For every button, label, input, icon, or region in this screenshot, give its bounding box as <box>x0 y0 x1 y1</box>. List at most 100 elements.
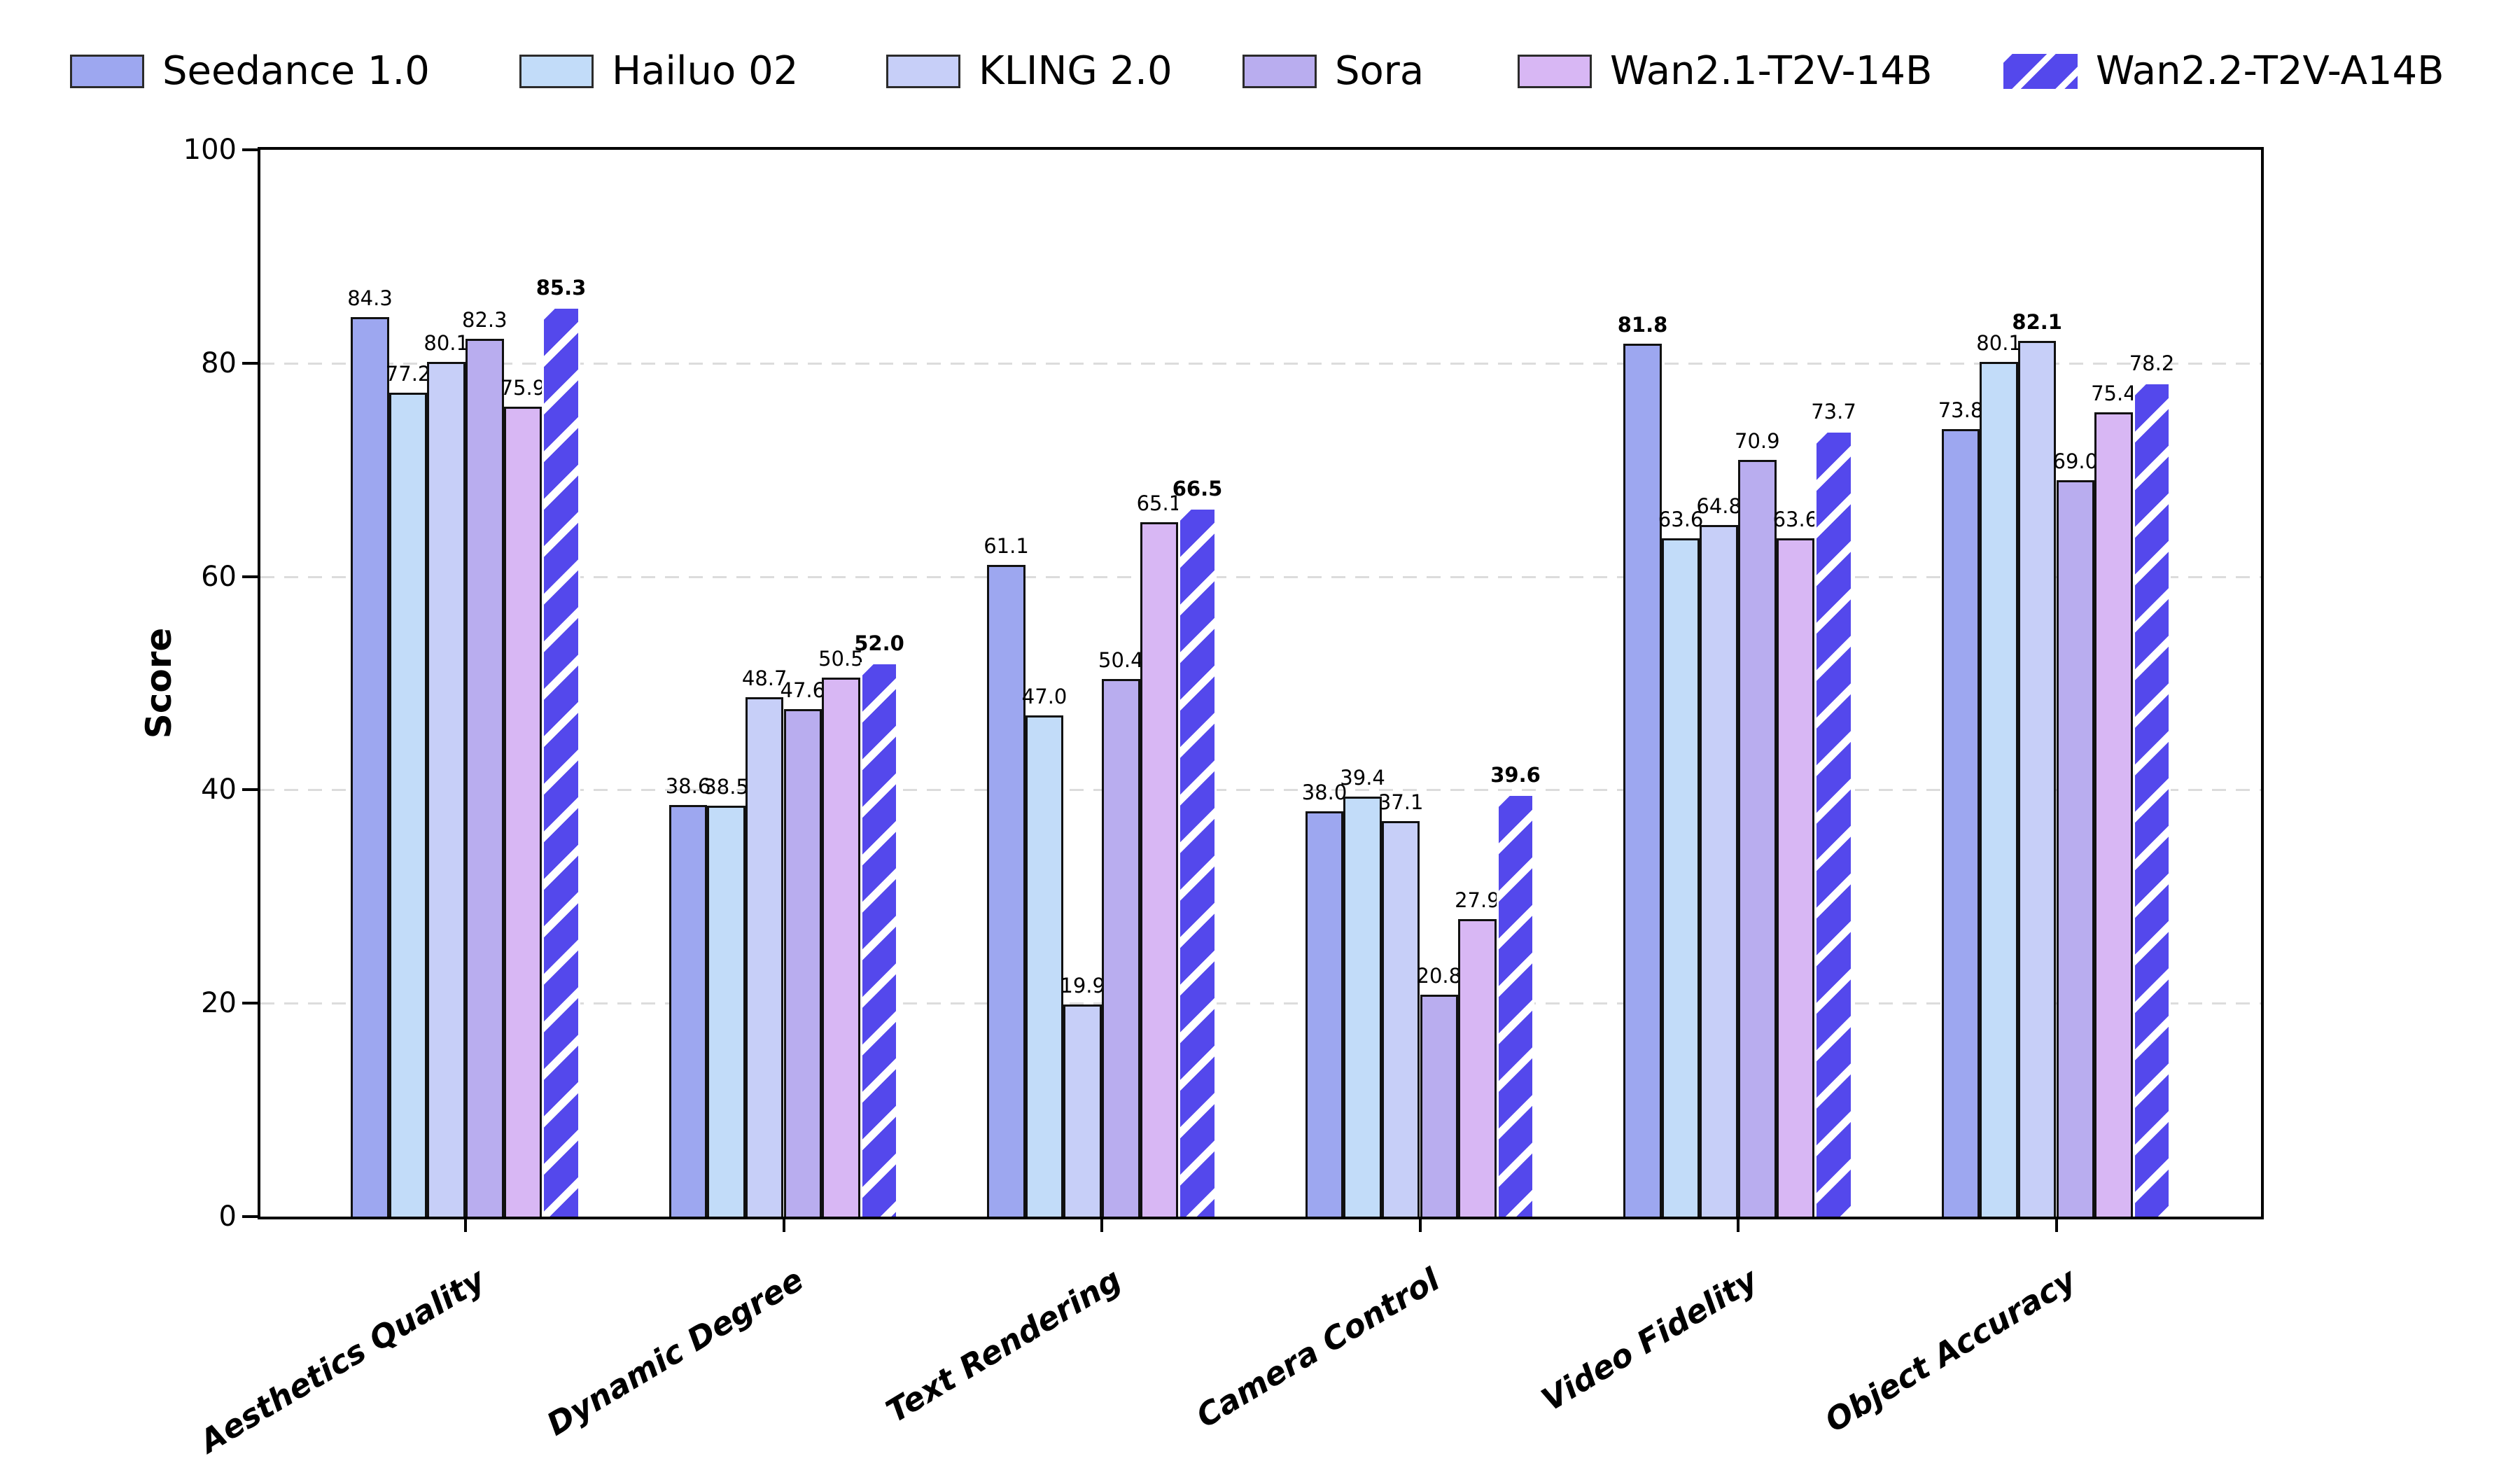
legend-swatch <box>1242 55 1317 88</box>
x-axis-category-label: Camera Control <box>1189 1261 1446 1436</box>
legend-label: KLING 2.0 <box>979 48 1172 94</box>
x-tick-mark <box>1418 1219 1422 1232</box>
bar-value-label: 63.6 <box>1772 507 1819 531</box>
bar-value-label: 37.1 <box>1378 790 1424 814</box>
y-tick-mark <box>242 575 258 578</box>
bar <box>2132 382 2171 1217</box>
legend-label: Seedance 1.0 <box>162 48 430 94</box>
bar-value-label: 61.1 <box>983 533 1029 558</box>
legend-label: Wan2.1-T2V-14B <box>1610 48 1933 94</box>
gridline <box>260 362 2261 365</box>
legend-swatch <box>70 55 144 88</box>
bar <box>1814 430 1853 1217</box>
y-tick-mark <box>242 148 258 151</box>
legend-label: Sora <box>1335 48 1424 94</box>
bar <box>1025 715 1064 1217</box>
bar <box>1420 995 1459 1217</box>
bar <box>427 362 465 1217</box>
y-tick-label: 80 <box>201 346 237 379</box>
bar-value-label: 39.4 <box>1340 765 1385 790</box>
bar-value-label: 39.6 <box>1490 763 1541 788</box>
bar <box>1661 538 1700 1217</box>
legend-swatch <box>886 55 960 88</box>
plot-area <box>258 147 2264 1219</box>
y-tick-mark <box>242 361 258 365</box>
bar-value-label: 81.8 <box>1617 313 1668 337</box>
gridline <box>260 575 2261 578</box>
bar <box>542 307 580 1217</box>
bar <box>745 696 784 1217</box>
bar <box>503 407 542 1217</box>
legend-label: Wan2.2-T2V-A14B <box>2096 48 2444 94</box>
bar-value-label: 47.0 <box>1021 684 1068 708</box>
bar-value-label: 65.1 <box>1136 491 1182 515</box>
y-tick-label: 40 <box>201 774 237 806</box>
bar-value-label: 64.8 <box>1696 494 1742 519</box>
legend-item: Sora <box>1242 49 1424 94</box>
bar-value-label: 73.8 <box>1938 398 1984 423</box>
bar <box>1063 1004 1102 1217</box>
bar-value-label: 69.0 <box>2052 449 2099 474</box>
x-axis-category-label: Dynamic Degree <box>540 1261 810 1443</box>
x-axis-category-label: Aesthetics Quality <box>193 1261 491 1460</box>
legend-item: Wan2.1-T2V-14B <box>1518 49 1932 94</box>
legend-item: Hailuo 02 <box>519 49 798 94</box>
bar <box>1980 362 2018 1217</box>
bar-value-label: 73.7 <box>1811 399 1856 424</box>
bar-value-label: 82.1 <box>2012 309 2062 334</box>
bar-value-label: 38.6 <box>665 774 711 798</box>
bar-value-label: 75.4 <box>2091 381 2136 405</box>
bar-value-label: 50.5 <box>818 647 864 671</box>
bar <box>1381 820 1420 1217</box>
y-tick-label: 100 <box>183 134 237 166</box>
bar-value-label: 19.9 <box>1060 973 1105 997</box>
bar <box>1496 794 1535 1217</box>
bar <box>1458 918 1497 1217</box>
bar <box>1102 678 1140 1217</box>
x-axis-category-label: Video Fidelity <box>1535 1261 1764 1419</box>
bar <box>783 708 822 1217</box>
bar <box>1178 507 1217 1217</box>
x-tick-mark <box>464 1219 467 1232</box>
bar-value-label: 47.6 <box>780 678 826 702</box>
legend-swatch <box>519 55 594 88</box>
gridline <box>260 1002 2261 1005</box>
gridline <box>260 789 2261 792</box>
bar-value-label: 52.0 <box>854 631 904 655</box>
bar-value-label: 85.3 <box>536 276 587 300</box>
bar-value-label: 27.9 <box>1455 888 1500 912</box>
y-tick-label: 20 <box>201 987 237 1020</box>
bar-value-label: 70.9 <box>1735 429 1780 454</box>
bar-value-label: 20.8 <box>1416 964 1462 988</box>
y-tick-mark <box>242 1002 258 1005</box>
y-tick-mark <box>242 1215 258 1218</box>
bar-value-label: 66.5 <box>1172 476 1223 500</box>
bar <box>1700 525 1738 1217</box>
legend-item: Wan2.2-T2V-A14B <box>2003 49 2444 94</box>
bar <box>1738 460 1777 1217</box>
bar-value-label: 77.2 <box>385 362 431 386</box>
bar <box>465 338 504 1217</box>
bar <box>668 804 708 1217</box>
bar <box>351 317 389 1217</box>
bar <box>388 393 428 1217</box>
legend-swatch <box>1518 55 1592 88</box>
bar <box>2017 340 2057 1217</box>
x-axis-category-label: Object Accuracy <box>1818 1261 2082 1440</box>
legend-item: KLING 2.0 <box>886 49 1172 94</box>
y-tick-label: 60 <box>201 560 237 593</box>
y-axis-title: Score <box>139 627 179 739</box>
y-tick-label: 0 <box>218 1200 237 1233</box>
bar <box>1305 811 1344 1217</box>
bar-value-label: 38.5 <box>704 775 749 799</box>
bar-value-label: 75.9 <box>500 376 546 400</box>
bar <box>707 806 746 1217</box>
bar <box>1776 538 1815 1217</box>
legend-swatch <box>2003 54 2078 89</box>
bar <box>1623 344 1662 1217</box>
y-tick-mark <box>242 788 258 792</box>
x-tick-mark <box>1737 1219 1740 1232</box>
bar <box>2056 480 2095 1217</box>
bar-value-label: 63.6 <box>1658 507 1704 531</box>
